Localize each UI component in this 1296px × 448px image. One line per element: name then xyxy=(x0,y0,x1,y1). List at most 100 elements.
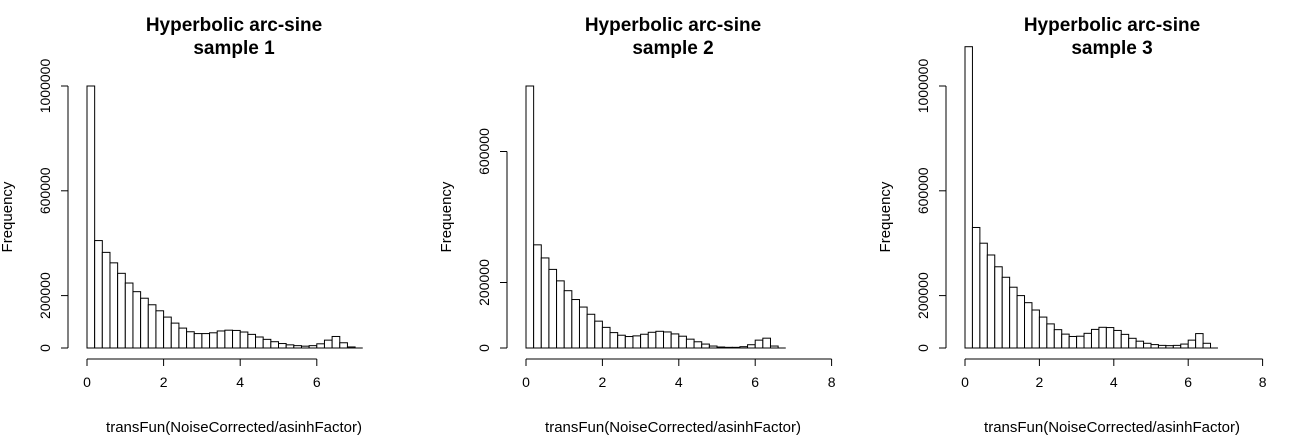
histogram-bar xyxy=(1202,342,1212,349)
histogram-bar xyxy=(1090,328,1100,349)
y-tick-label: 0 xyxy=(476,344,492,352)
x-tick-label: 8 xyxy=(1259,374,1267,390)
histogram-bar xyxy=(964,46,973,349)
histogram-bar xyxy=(563,290,573,349)
histogram-bar xyxy=(632,335,642,349)
histogram-bar xyxy=(1001,276,1011,349)
histogram-bar xyxy=(971,226,981,349)
histogram-bar xyxy=(1068,335,1078,349)
chart-title: Hyperbolic arc-sine sample 3 xyxy=(1024,15,1200,59)
histogram-bar xyxy=(1135,340,1145,349)
x-tick-label: 0 xyxy=(961,374,969,390)
x-tick-label: 6 xyxy=(313,374,321,390)
x-axis-label: transFun(NoiseCorrected/asinhFactor) xyxy=(545,419,801,436)
histogram-bar xyxy=(594,320,603,349)
x-tick-label: 2 xyxy=(599,374,607,390)
y-axis-label: Frequency xyxy=(0,181,16,252)
x-tick-label: 0 xyxy=(522,374,530,390)
histogram-bar xyxy=(578,306,588,349)
x-tick-label: 2 xyxy=(1036,374,1044,390)
histogram-bar xyxy=(617,334,626,349)
histogram-bar xyxy=(140,297,149,349)
histogram-bar xyxy=(186,331,195,349)
histogram-bar xyxy=(1180,343,1189,349)
histogram-bar xyxy=(979,242,988,349)
histogram-bar xyxy=(1016,295,1026,349)
histogram-bar xyxy=(1195,333,1204,349)
histogram-bar xyxy=(1150,344,1159,349)
histogram-bar xyxy=(1098,326,1107,349)
histogram-bar xyxy=(109,262,119,349)
histogram-bar xyxy=(201,333,211,349)
histogram-bar xyxy=(163,316,172,349)
histogram-panel-3: Hyperbolic arc-sine sample 3 0 2 4 6 8 0 200000 6… xyxy=(877,15,1267,436)
y-tick-label: 200000 xyxy=(37,272,53,319)
y-tick-label: 600000 xyxy=(37,167,53,214)
histogram-bar xyxy=(178,327,188,349)
histogram-bar xyxy=(693,341,703,349)
y-tick-label: 200000 xyxy=(915,272,931,319)
y-axis-label: Frequency xyxy=(438,181,455,252)
histogram-bar xyxy=(685,338,695,349)
histogram-bar xyxy=(339,342,348,349)
histogram-bar xyxy=(155,310,165,349)
histogram-bar xyxy=(255,336,264,349)
y-tick-label: 0 xyxy=(915,344,931,352)
y-tick-label: 600000 xyxy=(915,167,931,214)
histogram-bar xyxy=(1061,333,1070,349)
histogram-bar xyxy=(232,329,241,349)
x-axis-label: transFun(NoiseCorrected/asinhFactor) xyxy=(984,419,1240,436)
histogram-bar xyxy=(609,332,619,349)
histogram-bar xyxy=(147,304,157,349)
x-tick-label: 4 xyxy=(675,374,683,390)
histogram-bar xyxy=(647,331,657,349)
histogram-bar xyxy=(1120,333,1130,349)
histogram-bar xyxy=(1187,339,1197,349)
histogram-bar xyxy=(601,326,611,349)
histogram-bar xyxy=(586,313,596,349)
histogram-bar xyxy=(132,291,142,349)
x-axis-label: transFun(NoiseCorrected/asinhFactor) xyxy=(106,419,362,436)
histogram-bar xyxy=(1053,329,1063,349)
histogram-bar xyxy=(262,338,272,349)
histogram-bar xyxy=(101,251,111,349)
histogram-bar xyxy=(754,339,764,349)
histogram-bar xyxy=(117,272,126,349)
histogram-bar xyxy=(1009,286,1018,349)
histogram-bar xyxy=(170,322,180,349)
histogram-bar xyxy=(247,333,257,349)
histogram-bar xyxy=(94,240,103,349)
histogram-bar xyxy=(540,257,550,349)
histogram-bar xyxy=(1143,342,1152,349)
histogram-bar xyxy=(994,266,1003,349)
histogram-panel-2: Hyperbolic arc-sine sample 2 0 2 4 6 8 0 200000 6… xyxy=(438,15,836,436)
histogram-bar xyxy=(556,280,565,349)
histogram-bar xyxy=(270,341,279,349)
histogram-bar xyxy=(640,333,649,349)
x-tick-label: 8 xyxy=(828,374,836,390)
histogram-bar xyxy=(1083,332,1092,349)
y-tick-label: 200000 xyxy=(476,259,492,306)
histogram-bar xyxy=(1038,316,1048,349)
histogram-bar xyxy=(670,333,680,349)
histogram-bar xyxy=(1113,329,1122,349)
histogram-bar xyxy=(986,254,996,349)
histogram-bar xyxy=(209,332,218,349)
y-tick-label: 1000000 xyxy=(37,59,53,114)
histogram-bar xyxy=(624,336,634,349)
histogram-bar xyxy=(548,268,558,349)
histogram-bar xyxy=(86,85,96,349)
x-tick-label: 6 xyxy=(1184,374,1192,390)
histogram-bar xyxy=(571,299,580,349)
histogram-bar xyxy=(701,343,710,349)
histogram-bar xyxy=(533,244,542,349)
y-tick-label: 0 xyxy=(37,344,53,352)
histogram-bar xyxy=(762,337,771,349)
x-tick-label: 0 xyxy=(83,374,91,390)
histogram-bar xyxy=(323,339,333,349)
histogram-bar xyxy=(124,282,134,349)
histogram-bar xyxy=(663,331,672,349)
histogram-bar xyxy=(1105,327,1115,349)
histogram-bar xyxy=(278,343,287,349)
